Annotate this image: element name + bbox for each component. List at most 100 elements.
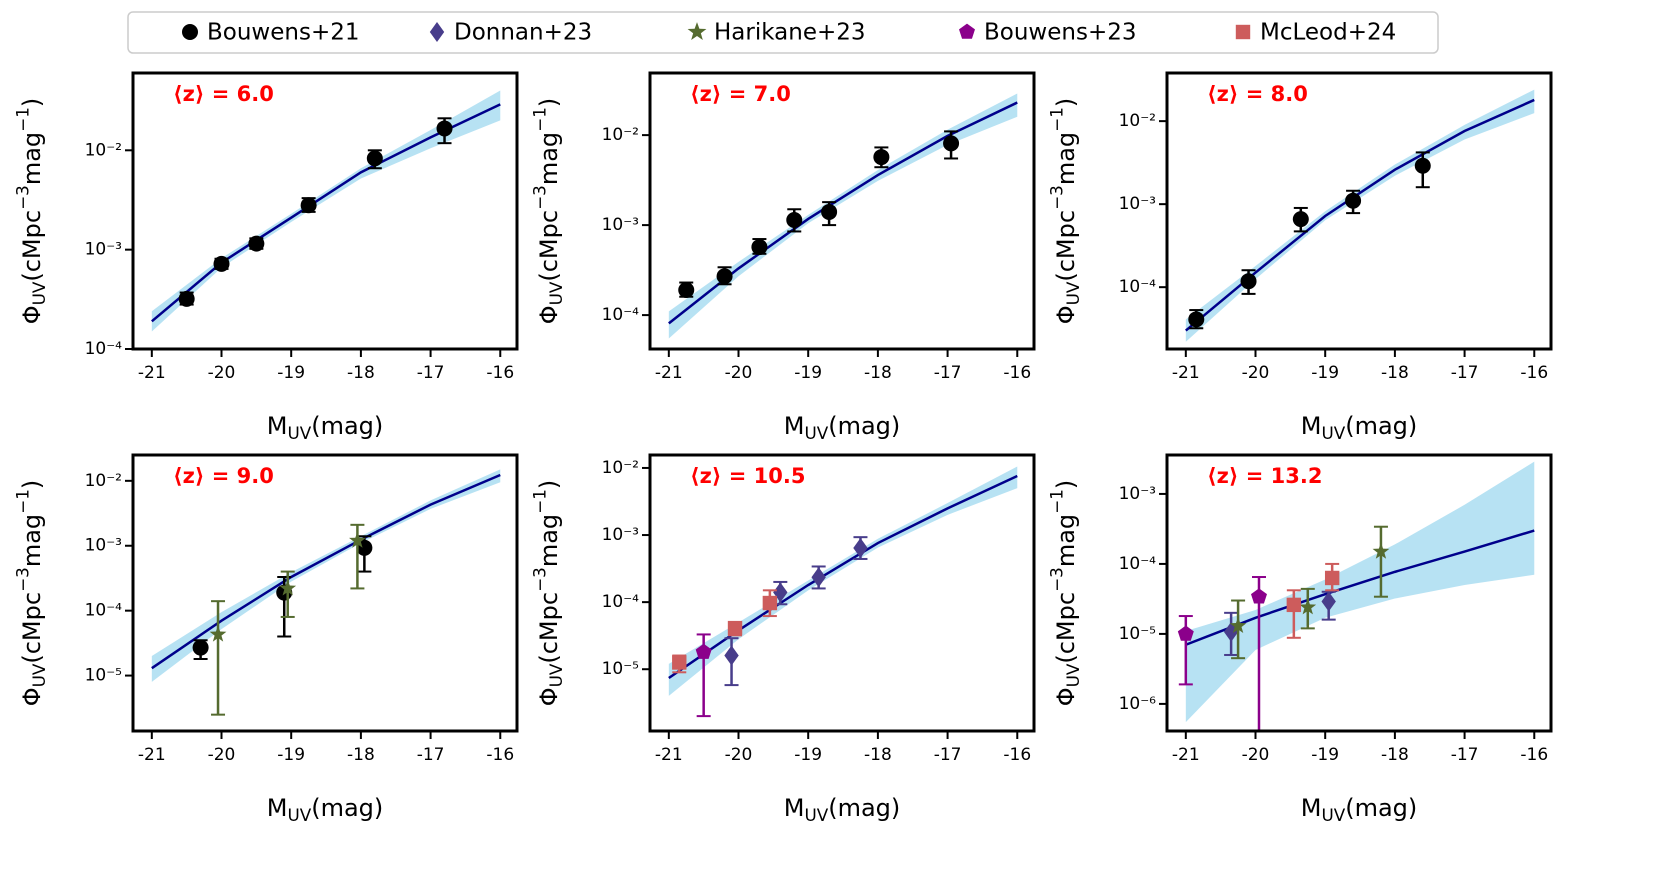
label-part: mag	[18, 132, 46, 185]
panel: -21 -20 -19 -18 -17 -16 10⁻⁵ 10⁻⁴ 10⁻³ 10⁻² ⟨z⟩ = …	[12, 453, 519, 825]
label-part: )	[18, 480, 46, 489]
y-tick-label: 10⁻³	[1119, 194, 1156, 214]
panel: -21 -20 -19 -18 -17 -16 10⁻⁴ 10⁻³ 10⁻² ⟨z⟩ = 6.0 M…	[12, 71, 519, 443]
label-part: (cMpc	[1052, 210, 1080, 282]
label-part: M	[784, 412, 805, 440]
y-axis-label: ΦUV(cMpc−3mag−1)	[12, 480, 49, 707]
label-part: Φ	[1052, 687, 1080, 706]
label-part: M	[1301, 412, 1322, 440]
label-part: (mag)	[1345, 412, 1417, 440]
legend-box	[127, 11, 1439, 54]
label-part: UV	[287, 423, 311, 443]
label-part: −1	[529, 107, 549, 132]
label-part: (cMpc	[535, 210, 563, 282]
marker	[943, 135, 960, 152]
x-tick-label: -19	[794, 363, 822, 383]
x-tick-label: -21	[1172, 363, 1200, 383]
axes-frame	[1165, 71, 1553, 351]
plot-content	[151, 90, 501, 332]
x-tick-label: -21	[655, 745, 683, 765]
label-part: (cMpc	[1052, 592, 1080, 664]
label-part: UV	[287, 805, 311, 825]
marker	[436, 120, 453, 137]
y-tick-label: 10⁻⁶	[1119, 694, 1157, 714]
marker	[751, 239, 768, 256]
label-part: (mag)	[311, 412, 383, 440]
label-part: M	[267, 794, 288, 822]
legend-marker	[182, 24, 198, 40]
label-part: UV	[804, 423, 828, 443]
legend-label: Harikane+23	[714, 20, 866, 46]
label-part: −3	[529, 567, 549, 592]
marker	[192, 639, 209, 656]
legend-label: Bouwens+21	[207, 20, 360, 46]
legend-marker	[429, 22, 445, 42]
x-tick-label: -20	[208, 745, 236, 765]
posterior-band	[1185, 461, 1535, 723]
legend-label: Donnan+23	[454, 20, 592, 46]
y-tick-label: 10⁻²	[602, 458, 639, 478]
y-axis-label: ΦUV(cMpc−3mag−1)	[12, 98, 49, 325]
y-tick-label: 10⁻²	[1119, 111, 1156, 131]
annotation: ⟨z⟩ = 9.0	[173, 464, 274, 488]
x-tick-label: -20	[1242, 363, 1270, 383]
marker	[873, 149, 890, 166]
y-tick-label: 10⁻³	[85, 536, 122, 556]
marker	[279, 579, 297, 596]
x-tick-label: -17	[934, 363, 962, 383]
x-tick-label: -19	[277, 745, 305, 765]
annotation: ⟨z⟩ = 6.0	[173, 82, 274, 106]
marker	[1292, 211, 1309, 228]
axes-frame	[648, 453, 1036, 733]
plot-content	[151, 469, 501, 716]
x-tick-label: -21	[655, 363, 683, 383]
legend-marker	[1235, 24, 1251, 40]
label-part: (mag)	[828, 412, 900, 440]
label-part: −1	[12, 489, 32, 514]
x-tick-label: -17	[1451, 745, 1479, 765]
panel: -21 -20 -19 -18 -17 -16 10⁻⁵ 10⁻⁴ 10⁻³ 10⁻² ⟨z⟩ = …	[529, 453, 1036, 825]
marker	[672, 655, 687, 670]
label-part: −3	[12, 567, 32, 592]
label-part: (mag)	[1345, 794, 1417, 822]
panel: -21 -20 -19 -18 -17 -16 10⁻⁶ 10⁻⁵ 10⁻⁴ 10⁻³ ⟨z⟩ = …	[1046, 453, 1553, 825]
label-part: (cMpc	[535, 592, 563, 664]
label-part: UV	[29, 663, 49, 687]
x-tick-label: -20	[725, 363, 753, 383]
label-part: −1	[1046, 107, 1066, 132]
fit-line	[1185, 529, 1535, 646]
marker	[716, 268, 733, 285]
legend-label: McLeod+24	[1260, 20, 1396, 46]
y-axis-label: ΦUV(cMpc−3mag−1)	[1046, 98, 1083, 325]
axes-frame	[131, 453, 519, 733]
label-part: Φ	[1052, 305, 1080, 324]
marker	[213, 255, 230, 272]
label-part: Φ	[535, 305, 563, 324]
y-tick-label: 10⁻⁴	[1119, 277, 1157, 297]
marker	[1299, 598, 1317, 615]
marker	[811, 567, 826, 588]
x-tick-label: -20	[208, 363, 236, 383]
x-axis-label: MUV(mag)	[1301, 412, 1418, 443]
label-part: (cMpc	[18, 210, 46, 282]
label-part: UV	[1321, 423, 1345, 443]
x-tick-label: -16	[486, 363, 514, 383]
legend-marker	[959, 23, 975, 39]
plot-content	[668, 93, 1018, 339]
y-tick-label: 10⁻²	[85, 140, 122, 160]
y-tick-label: 10⁻⁴	[602, 592, 640, 612]
y-tick-label: 10⁻³	[602, 215, 639, 235]
marker	[762, 595, 778, 611]
label-part: UV	[546, 281, 566, 305]
label-part: UV	[1321, 805, 1345, 825]
y-tick-label: 10⁻⁴	[85, 601, 123, 621]
label-part: mag	[1052, 514, 1080, 567]
marker	[366, 150, 383, 167]
x-axis-label: MUV(mag)	[784, 794, 901, 825]
marker	[727, 620, 743, 636]
label-part: M	[1301, 794, 1322, 822]
marker	[1229, 617, 1247, 634]
marker	[695, 643, 712, 659]
